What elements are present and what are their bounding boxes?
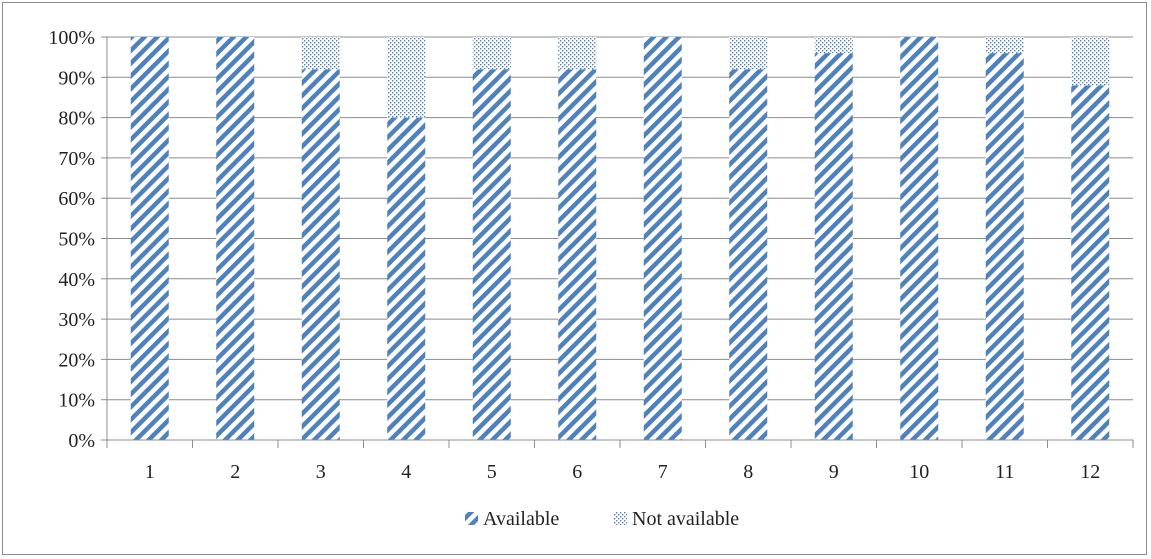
axes: 0%10%20%30%40%50%60%70%80%90%100%1 2 3 4 5 6 7… bbox=[48, 27, 1134, 483]
bar-available bbox=[814, 53, 853, 441]
y-tick-label: 30% bbox=[58, 309, 95, 331]
x-tick-label: 1 bbox=[145, 461, 155, 483]
bar-available bbox=[130, 37, 169, 440]
y-tick-label: 20% bbox=[58, 349, 95, 371]
bar-available bbox=[472, 69, 511, 441]
bars bbox=[130, 37, 1110, 441]
y-tick-label: 40% bbox=[58, 269, 95, 291]
legend-label-not-available: Not available bbox=[632, 508, 739, 530]
legend-label-available: Available bbox=[483, 508, 559, 530]
y-tick-label: 70% bbox=[58, 148, 95, 170]
x-tick-label: 7 bbox=[658, 461, 668, 483]
bar-not-available bbox=[814, 37, 853, 54]
x-tick-label: 4 bbox=[401, 461, 411, 483]
bar-not-available bbox=[729, 37, 768, 70]
y-tick-label: 60% bbox=[58, 188, 95, 210]
x-tick-label: 10 bbox=[909, 461, 929, 483]
bar-not-available bbox=[558, 37, 597, 70]
bar-available bbox=[729, 69, 768, 441]
bar-available bbox=[558, 69, 597, 441]
bar-not-available bbox=[301, 37, 340, 70]
bar-available bbox=[1071, 85, 1110, 441]
x-tick-label: 6 bbox=[572, 461, 582, 483]
bar-available bbox=[387, 117, 426, 440]
x-tick-label: 5 bbox=[487, 461, 497, 483]
bar-available bbox=[301, 69, 340, 441]
bar-not-available bbox=[985, 37, 1024, 54]
y-tick-label: 0% bbox=[68, 430, 95, 452]
bar-not-available bbox=[387, 37, 426, 118]
gridlines bbox=[107, 36, 1133, 401]
bar-not-available bbox=[472, 37, 511, 70]
x-tick-label: 8 bbox=[743, 461, 753, 483]
legend-swatch-not-available bbox=[614, 512, 627, 525]
bar-available bbox=[216, 37, 255, 440]
y-tick-label: 80% bbox=[58, 108, 95, 130]
y-tick-label: 50% bbox=[58, 229, 95, 251]
x-tick-label: 9 bbox=[829, 461, 839, 483]
y-tick-label: 90% bbox=[58, 67, 95, 89]
y-tick-label: 100% bbox=[48, 27, 95, 49]
bar-available bbox=[643, 37, 682, 440]
bar-available bbox=[900, 37, 939, 440]
x-tick-label: 11 bbox=[995, 461, 1014, 483]
legend: Available Not available bbox=[465, 508, 739, 530]
bar-not-available bbox=[1071, 37, 1110, 86]
bar-available bbox=[985, 53, 1024, 441]
x-tick-label: 12 bbox=[1080, 461, 1100, 483]
legend-swatch-available bbox=[465, 512, 478, 525]
y-tick-label: 10% bbox=[58, 390, 95, 412]
x-tick-label: 3 bbox=[316, 461, 326, 483]
x-tick-label: 2 bbox=[230, 461, 240, 483]
